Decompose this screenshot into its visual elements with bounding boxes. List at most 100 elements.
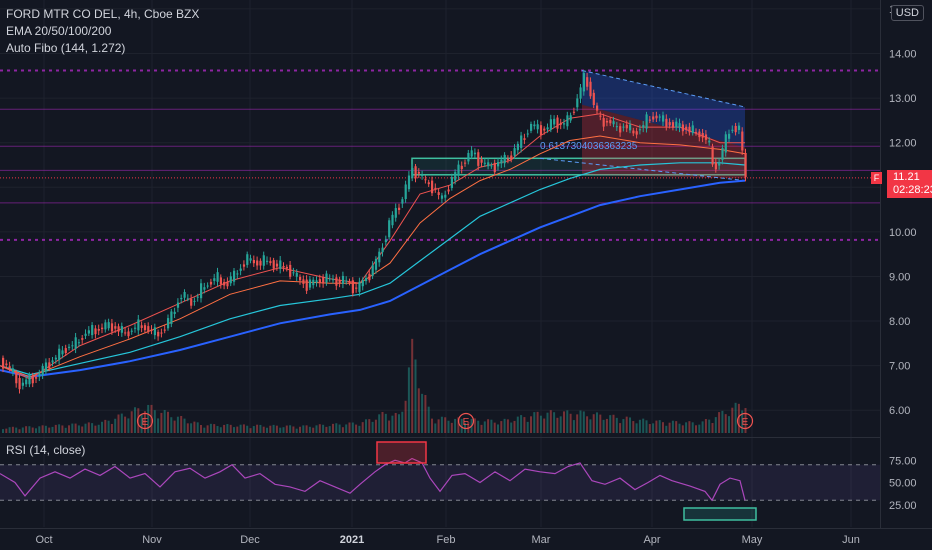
- earnings-marker-icon: [136, 412, 154, 430]
- volume-bar: [582, 411, 585, 433]
- candle-body: [81, 338, 84, 340]
- candle-body: [368, 273, 371, 281]
- candle-body: [54, 357, 57, 360]
- volume-bar: [414, 359, 417, 433]
- candle-body: [374, 258, 378, 270]
- volume-bar: [18, 429, 21, 433]
- candle-body: [398, 207, 401, 211]
- volume-bar: [35, 428, 37, 433]
- volume-bar: [371, 421, 374, 433]
- candle-body: [737, 125, 741, 131]
- candle-body: [322, 277, 325, 284]
- volume-bar: [658, 420, 661, 433]
- candle-body: [714, 162, 717, 170]
- candle-body: [295, 272, 298, 277]
- volume-bar: [11, 426, 14, 433]
- volume-bar: [391, 415, 394, 433]
- volume-bar: [569, 413, 572, 433]
- currency-button[interactable]: USD: [890, 5, 924, 21]
- volume-bar: [38, 426, 41, 433]
- candle-body: [325, 273, 328, 283]
- rsi-indicator-label[interactable]: RSI (14, close): [6, 443, 86, 457]
- candle-body: [299, 276, 302, 281]
- candle-body: [450, 177, 453, 189]
- volume-bar: [563, 411, 565, 433]
- volume-bar: [48, 427, 51, 433]
- candle-body: [718, 162, 721, 166]
- volume-bar: [401, 411, 404, 433]
- symbol-title[interactable]: FORD MTR CO DEL, 4h, Cboe BZX: [6, 7, 200, 21]
- volume-bar: [668, 422, 671, 433]
- volume-bar: [110, 423, 113, 433]
- rsi-axis-label: 75.00: [889, 455, 917, 467]
- candle-body: [493, 162, 496, 173]
- volume-bar: [302, 425, 305, 433]
- candle-body: [8, 366, 11, 369]
- volume-bar: [183, 418, 186, 433]
- rsi-pane[interactable]: [0, 441, 880, 521]
- ema-indicator-label[interactable]: EMA 20/50/100/200: [6, 24, 112, 38]
- volume-bar: [553, 412, 556, 433]
- volume-bar: [190, 423, 193, 433]
- candle-body: [351, 280, 354, 294]
- candle-body: [186, 298, 189, 300]
- candle-body: [28, 374, 31, 385]
- volume-bar: [213, 424, 216, 433]
- candle-body: [388, 220, 391, 238]
- candle-body: [635, 131, 638, 135]
- candle-body: [140, 325, 143, 328]
- volume-bar: [147, 404, 150, 433]
- volume-bar: [546, 412, 549, 433]
- volume-bar: [411, 338, 414, 433]
- earnings-marker-icon: [457, 412, 475, 430]
- candle-body: [414, 166, 417, 179]
- rsi-oversold-box: [683, 507, 757, 521]
- candle-body: [440, 195, 444, 199]
- candle-body: [602, 118, 605, 127]
- candle-body: [223, 281, 226, 286]
- volume-bar: [381, 411, 384, 433]
- volume-bar: [612, 414, 615, 433]
- candle-body: [190, 298, 193, 306]
- chart-legend: FORD MTR CO DEL, 4h, Cboe BZX EMA 20/50/…: [6, 6, 199, 57]
- candle-body: [744, 152, 747, 178]
- volume-bar: [539, 415, 542, 433]
- candle-body: [308, 279, 312, 288]
- candle-body: [269, 261, 272, 264]
- time-axis-label: Nov: [142, 534, 162, 546]
- candle-body: [464, 162, 467, 164]
- candle-body: [11, 368, 15, 373]
- candle-body: [510, 155, 513, 160]
- candle-body: [731, 129, 734, 131]
- candle-body: [559, 122, 562, 125]
- candle-body: [5, 363, 8, 365]
- candle-body: [130, 330, 133, 332]
- volume-bar: [242, 424, 245, 433]
- volume-bar: [275, 425, 278, 433]
- volume-bar: [193, 421, 196, 433]
- volume-bar: [315, 425, 318, 433]
- candle-body: [275, 263, 279, 267]
- candle-body: [622, 126, 625, 128]
- candle-body: [107, 322, 110, 329]
- candle-body: [648, 119, 651, 121]
- candle-body: [302, 279, 305, 284]
- auto-fibo-indicator-label[interactable]: Auto Fibo (144, 1.272): [6, 41, 126, 55]
- volume-bar: [282, 427, 285, 433]
- volume-bar: [648, 424, 651, 433]
- candle-body: [539, 125, 543, 135]
- volume-bar: [662, 422, 664, 433]
- volume-bar: [652, 423, 655, 433]
- ema100-line: [0, 162, 746, 376]
- volume-bar: [477, 420, 480, 433]
- volume-bar: [322, 424, 325, 433]
- candle-body: [506, 158, 510, 161]
- volume-bar: [58, 424, 61, 433]
- candle-body: [421, 175, 424, 177]
- volume-bar: [516, 416, 519, 433]
- volume-bar: [424, 395, 427, 433]
- candle-body: [173, 311, 176, 314]
- channel-lower-zone: [582, 104, 745, 179]
